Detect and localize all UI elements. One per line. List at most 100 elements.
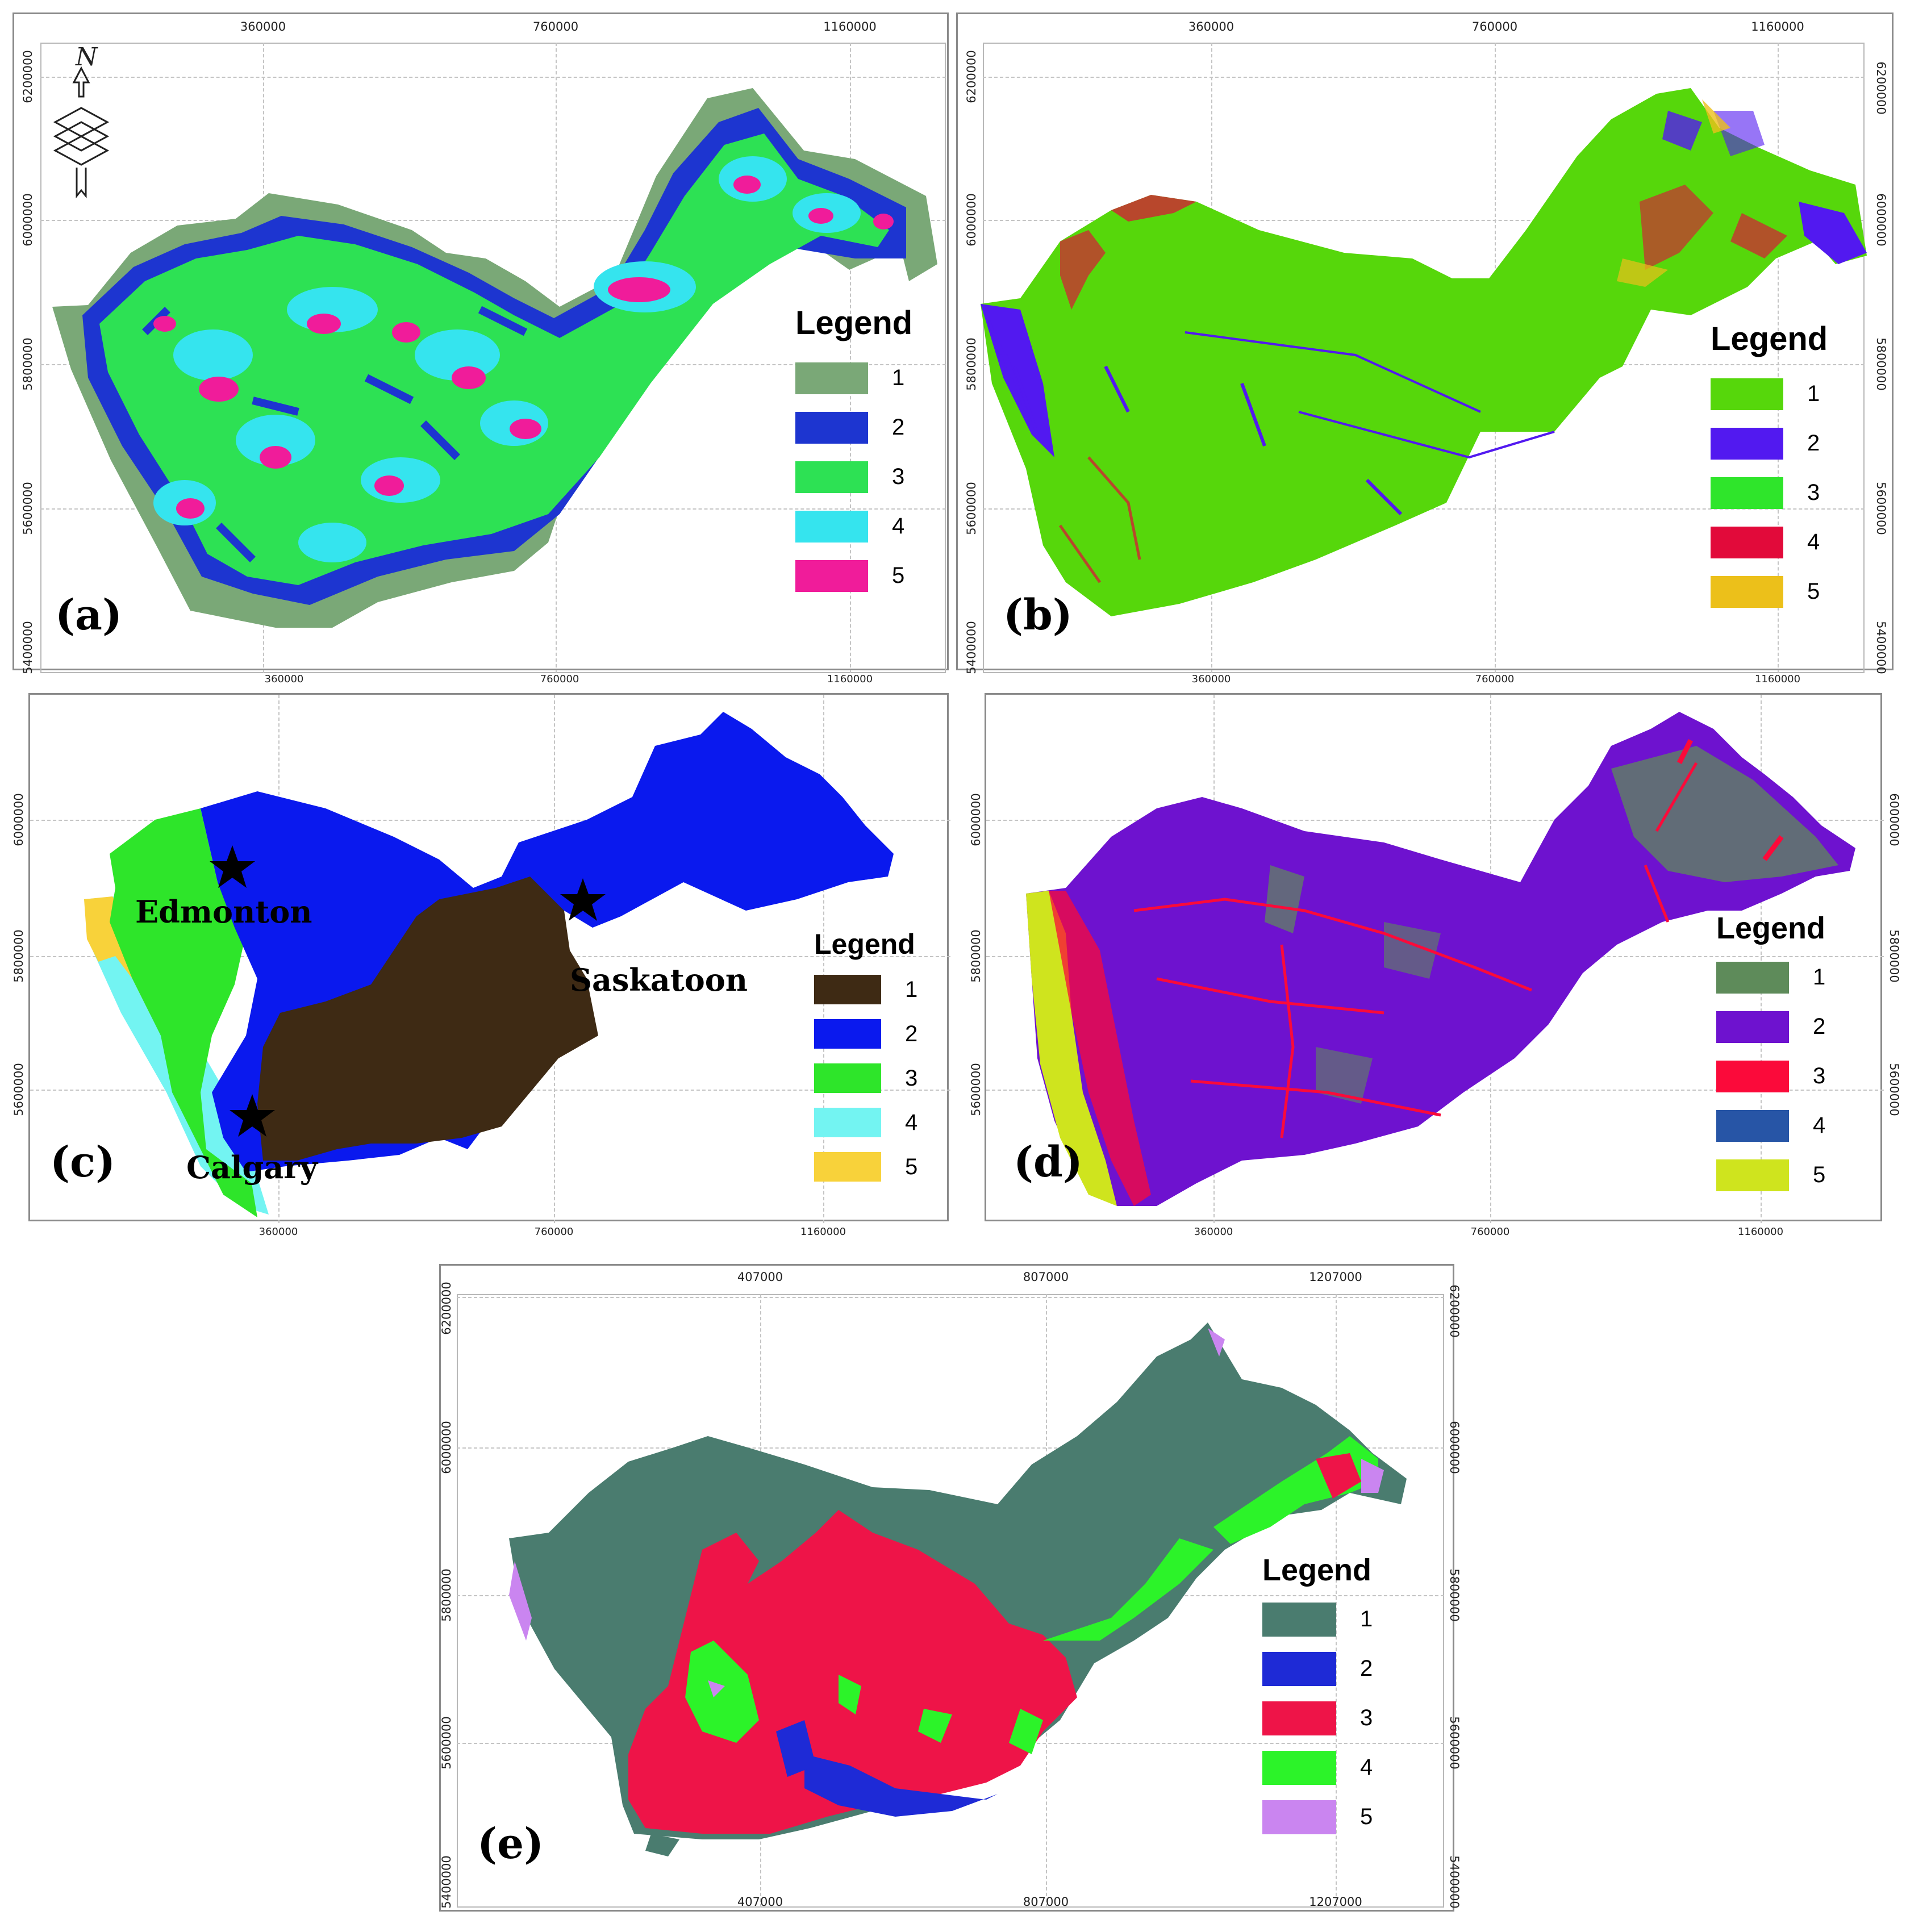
star-icon [560, 878, 606, 921]
map-a: N [52, 43, 937, 628]
tick-x-top: 807000 [1023, 1270, 1069, 1284]
legend-item: 1 [795, 353, 912, 403]
legend-swatch [814, 1019, 881, 1049]
legend-swatch [1711, 575, 1783, 608]
legend-label: 2 [1807, 431, 1820, 456]
map-d [1026, 712, 1855, 1206]
star-icon [230, 1094, 275, 1137]
legend-a: Legend 1 2 3 4 5 [795, 304, 912, 600]
legend-label: 1 [1360, 1606, 1373, 1631]
legend-item: 1 [1262, 1595, 1373, 1644]
legend-item: 5 [814, 1145, 917, 1189]
legend-item: 1 [1711, 369, 1828, 419]
legend-swatch [1262, 1800, 1336, 1834]
legend-label: 5 [1360, 1804, 1373, 1829]
tick-x-top: 1160000 [823, 20, 877, 34]
panel-d: 360000 760000 1160000 6000000 5800000 56… [969, 693, 1901, 1238]
legend-c: Legend 1 2 3 4 5 [814, 928, 917, 1189]
legend-item: 4 [795, 502, 912, 551]
tick-x-bottom: 760000 [1475, 673, 1515, 685]
star-icon [210, 845, 255, 888]
legend-label: 5 [892, 563, 905, 588]
north-arrow-icon [53, 66, 110, 199]
tick-y-right: 5800000 [1887, 929, 1901, 983]
legend-item: 4 [814, 1100, 917, 1145]
tick-y-right: 6000000 [1887, 793, 1901, 846]
legend-swatch [795, 560, 868, 592]
legend-swatch [814, 1063, 881, 1093]
legend-item: 2 [795, 403, 912, 452]
panel-a: 360000 760000 1160000 360000 760000 1160… [12, 12, 949, 685]
legend-item: 3 [1711, 468, 1828, 518]
panel-label: (a) [55, 591, 122, 640]
legend-label: 3 [905, 1065, 918, 1091]
tick-y-left: 6000000 [12, 793, 26, 846]
legend-item: 3 [1716, 1051, 1825, 1101]
legend-label: 2 [892, 415, 905, 440]
legend-swatch [1716, 1011, 1789, 1043]
tick-x-bottom: 360000 [1191, 673, 1231, 685]
tick-x-bottom: 1207000 [1309, 1895, 1362, 1909]
legend-label: 5 [1807, 579, 1820, 604]
tick-x-top: 1207000 [1309, 1270, 1362, 1284]
legend-swatch [1711, 427, 1783, 460]
tick-x-top: 760000 [1471, 20, 1518, 34]
legend-label: 2 [905, 1021, 918, 1046]
legend-d: Legend 1 2 3 4 5 [1716, 911, 1825, 1200]
legend-label: 4 [1807, 529, 1820, 554]
tick-x-top: 360000 [240, 20, 286, 34]
legend-item: 1 [814, 967, 917, 1012]
legend-swatch [814, 975, 881, 1004]
tick-x-bottom: 1160000 [800, 1226, 846, 1238]
tick-x-bottom: 807000 [1023, 1895, 1069, 1909]
tick-x-bottom: 360000 [258, 1226, 298, 1238]
legend-swatch [795, 411, 868, 444]
tick-x-top: 1160000 [1751, 20, 1804, 34]
tick-y-left: 5600000 [969, 1063, 983, 1116]
legend-label: 4 [905, 1109, 918, 1135]
panel-label: (e) [477, 1820, 544, 1868]
map-frame [983, 43, 1865, 673]
legend-item: 1 [1716, 953, 1825, 1002]
panel-label: (d) [1014, 1138, 1083, 1187]
legend-label: 3 [892, 464, 905, 489]
legend-label: 4 [1813, 1113, 1826, 1138]
legend-item: 5 [1716, 1150, 1825, 1200]
legend-swatch [1716, 1159, 1789, 1191]
legend-item: 2 [814, 1012, 917, 1056]
tick-x-bottom: 360000 [264, 673, 304, 685]
legend-label: 1 [905, 977, 918, 1002]
tick-x-top: 760000 [532, 20, 579, 34]
legend-swatch [795, 362, 868, 394]
north-label: N [75, 43, 98, 72]
legend-item: 4 [1716, 1101, 1825, 1150]
legend-item: 5 [1711, 567, 1828, 616]
legend-swatch [1262, 1701, 1336, 1735]
legend-item: 4 [1711, 518, 1828, 567]
legend-b: Legend 1 2 3 4 5 [1711, 320, 1828, 616]
tick-y-right: 5600000 [1887, 1063, 1901, 1116]
legend-swatch [1262, 1651, 1336, 1686]
legend-label: 4 [892, 514, 905, 539]
legend-label: 1 [1807, 381, 1820, 406]
city-label: Calgary [186, 1149, 318, 1186]
tick-x-bottom: 407000 [737, 1895, 783, 1909]
legend-swatch [1716, 1109, 1789, 1142]
legend-label: 2 [1813, 1014, 1826, 1039]
legend-label: 5 [905, 1154, 918, 1179]
tick-y-left: 5800000 [12, 929, 26, 983]
tick-x-bottom: 760000 [534, 1226, 574, 1238]
legend-swatch [814, 1108, 881, 1137]
panel-label: (c) [50, 1138, 116, 1187]
tick-x-bottom: 1160000 [1737, 1226, 1784, 1238]
legend-title: Legend [1711, 320, 1828, 357]
map-frame [457, 1294, 1444, 1908]
legend-title: Legend [795, 304, 913, 341]
legend-item: 3 [814, 1056, 917, 1100]
city-label: Saskatoon [570, 962, 748, 998]
panel-b: 360000 760000 1160000 360000 760000 1160… [956, 12, 1894, 685]
panel-label: (b) [1003, 591, 1073, 640]
tick-y-left: 5800000 [969, 929, 983, 983]
tick-x-bottom: 1160000 [1754, 673, 1801, 685]
legend-swatch [1711, 526, 1783, 558]
